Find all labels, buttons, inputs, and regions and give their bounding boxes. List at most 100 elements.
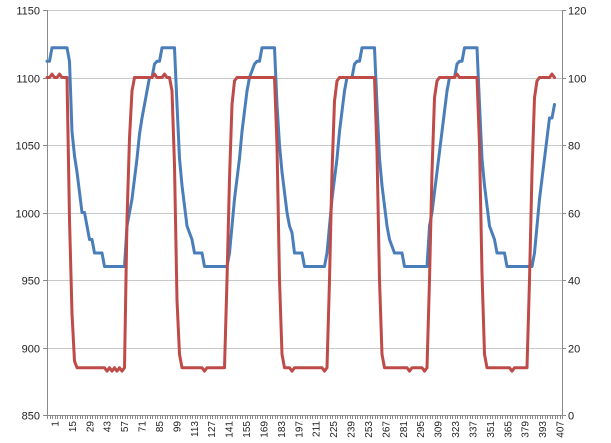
series-line-left bbox=[45, 46, 556, 268]
data-point-left bbox=[393, 251, 396, 255]
data-point-right bbox=[438, 76, 441, 79]
x-tick-label: 309 bbox=[434, 421, 445, 438]
data-point-right bbox=[553, 76, 556, 79]
data-point-right bbox=[153, 72, 156, 76]
x-tick-label: 29 bbox=[85, 421, 96, 433]
y-right-tick-label: 0 bbox=[568, 411, 574, 423]
data-point-left bbox=[83, 211, 86, 214]
data-point-left bbox=[173, 46, 176, 50]
data-point-left bbox=[463, 46, 466, 50]
y-left-tick-label: 900 bbox=[22, 344, 40, 356]
data-point-left bbox=[358, 60, 361, 63]
data-point-right bbox=[50, 72, 54, 76]
data-point-right bbox=[178, 352, 181, 356]
data-point-left bbox=[488, 224, 491, 228]
y-right-tick-label: 60 bbox=[568, 209, 580, 221]
data-point-left bbox=[145, 89, 149, 93]
data-point-right bbox=[163, 72, 166, 76]
data-point-left bbox=[233, 197, 236, 201]
data-point-right bbox=[478, 143, 481, 147]
data-point-right bbox=[228, 177, 231, 181]
data-point-right bbox=[200, 366, 204, 370]
data-point-left bbox=[138, 132, 141, 136]
data-point-left bbox=[323, 265, 326, 268]
data-point-left bbox=[50, 46, 54, 50]
data-point-left bbox=[433, 190, 436, 194]
data-point-left bbox=[175, 103, 179, 106]
data-point-left bbox=[505, 265, 509, 268]
data-point-left bbox=[530, 265, 534, 268]
data-point-right bbox=[408, 369, 411, 373]
data-point-left bbox=[240, 130, 244, 133]
data-point-right bbox=[103, 366, 106, 370]
data-point-left bbox=[480, 157, 484, 160]
series-lines bbox=[45, 46, 556, 373]
data-point-left bbox=[280, 170, 284, 174]
data-point-right bbox=[58, 72, 61, 76]
data-point-left bbox=[180, 184, 184, 187]
data-point-right bbox=[168, 76, 171, 79]
data-point-left bbox=[155, 60, 159, 63]
data-point-left bbox=[553, 103, 556, 106]
x-tick-label: 351 bbox=[486, 421, 497, 438]
x-tick-label: 155 bbox=[242, 421, 253, 438]
x-tick-label: 1 bbox=[51, 421, 62, 427]
data-point-right bbox=[235, 76, 239, 79]
data-point-left bbox=[288, 224, 291, 228]
data-point-right bbox=[225, 278, 229, 282]
data-point-left bbox=[403, 265, 406, 268]
x-tick-label: 85 bbox=[155, 421, 166, 433]
data-point-right bbox=[378, 278, 381, 282]
data-point-right bbox=[230, 103, 234, 106]
data-point-left bbox=[48, 60, 51, 63]
data-point-left bbox=[158, 60, 161, 63]
data-point-right bbox=[123, 366, 126, 370]
data-point-right bbox=[173, 163, 176, 167]
data-point-right bbox=[320, 366, 324, 370]
data-point-right bbox=[115, 369, 119, 373]
data-point-right bbox=[538, 76, 541, 79]
data-point-left bbox=[540, 177, 544, 181]
data-point-right bbox=[223, 366, 226, 370]
data-point-right bbox=[48, 76, 51, 79]
data-point-left bbox=[243, 109, 246, 113]
data-point-left bbox=[255, 60, 259, 63]
data-point-left bbox=[278, 143, 281, 147]
data-point-left bbox=[140, 116, 144, 120]
data-point-left bbox=[283, 190, 286, 194]
data-point-right bbox=[405, 366, 409, 370]
data-point-left bbox=[385, 224, 389, 228]
data-point-left bbox=[495, 251, 499, 255]
data-point-left bbox=[190, 238, 194, 241]
data-point-left bbox=[550, 116, 554, 120]
x-tick-label: 323 bbox=[451, 421, 462, 438]
data-point-right bbox=[60, 76, 64, 79]
data-point-left bbox=[355, 60, 359, 63]
data-point-right bbox=[508, 366, 511, 370]
data-point-left bbox=[68, 60, 71, 63]
data-point-right bbox=[430, 170, 434, 174]
data-point-left bbox=[533, 251, 536, 255]
data-point-left bbox=[343, 89, 346, 93]
data-point-right bbox=[108, 366, 111, 370]
y-right-tick-label: 100 bbox=[568, 74, 586, 86]
data-point-right bbox=[120, 369, 124, 373]
x-tick-label: 99 bbox=[172, 421, 183, 433]
data-point-left bbox=[93, 251, 96, 255]
y-left-tick-label: 1150 bbox=[16, 6, 40, 18]
data-point-right bbox=[323, 369, 326, 373]
data-point-right bbox=[483, 352, 486, 356]
x-tick-label: 169 bbox=[259, 421, 270, 438]
data-point-right bbox=[275, 143, 279, 147]
data-point-right bbox=[180, 366, 184, 370]
data-point-right bbox=[75, 366, 79, 370]
x-tick-label: 379 bbox=[521, 421, 532, 438]
data-point-left bbox=[443, 109, 446, 113]
data-point-left bbox=[45, 60, 49, 63]
data-point-left bbox=[203, 265, 206, 268]
data-point-left bbox=[400, 251, 404, 255]
data-point-right bbox=[375, 150, 379, 154]
data-point-left bbox=[338, 130, 341, 133]
data-point-left bbox=[390, 244, 394, 248]
data-point-left bbox=[128, 211, 131, 214]
